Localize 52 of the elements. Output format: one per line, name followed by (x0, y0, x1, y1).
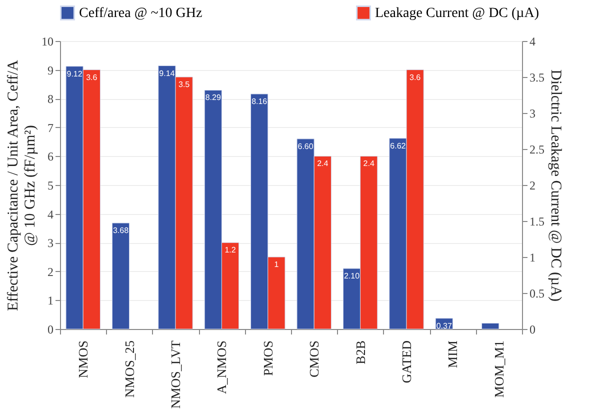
data-label: 1.2 (224, 246, 236, 255)
y2-tick-label: 2 (530, 178, 536, 192)
y2-tick-label: 0 (530, 322, 536, 336)
y-tick-label: 1 (48, 294, 54, 308)
data-label: 3.5 (178, 80, 190, 89)
data-label: 1 (274, 260, 280, 269)
legend-label: Ceff/area @ ~10 GHz (79, 6, 202, 21)
y2-axis-title: Dielctric Leakage Current @ DC (µA) (548, 70, 564, 302)
data-label: 9.12 (66, 69, 83, 78)
y-tick-label: 7 (48, 120, 54, 135)
data-label: 8.29 (205, 93, 222, 102)
x-tick-label: NMOS_25 (122, 340, 137, 398)
y-tick-label: 8 (48, 92, 54, 106)
x-tick-label: GATED (399, 340, 414, 384)
x-tick-label: NMOS (76, 340, 91, 378)
data-label: 3.6 (86, 72, 98, 82)
y2-tick-label: 4 (530, 34, 536, 48)
x-tick-label: MOM_M1 (491, 340, 506, 398)
x-tick-label: NMOS_LVT (168, 340, 183, 409)
y-tick-label: 10 (42, 34, 54, 48)
legend-label: Leakage Current @ DC (µA) (375, 6, 540, 21)
x-tick-label: MIM (445, 340, 460, 368)
data-label: 2.10 (344, 272, 360, 281)
data-label: 0.37 (436, 321, 452, 330)
data-label: 3.6 (409, 72, 422, 82)
y2-tick-label: 1 (530, 250, 536, 264)
y2-tick-label: 3 (530, 106, 536, 120)
data-label: 8.16 (252, 96, 268, 106)
bar (112, 222, 130, 330)
y-tick-label: 5 (48, 178, 54, 192)
x-tick-label: B2B (352, 340, 368, 364)
x-tick-label: A_NMOS (214, 340, 230, 394)
y-tick-label: 9 (48, 63, 54, 78)
y-tick-label: 0 (48, 322, 54, 336)
x-tick-label: PMOS (260, 340, 276, 376)
data-label: 9.14 (159, 68, 176, 78)
y-tick-label: 4 (48, 207, 54, 222)
data-label: 6.62 (390, 141, 406, 150)
y-tick-label: 3 (48, 236, 54, 250)
bar (482, 322, 500, 330)
data-label: 6.60 (298, 142, 314, 151)
y-axis-title: Effective Capacitance / Unit Area, Ceff/A @ 10 GHz (fF/µm²) (6, 60, 38, 312)
y-tick-label: 6 (48, 150, 54, 164)
y-tick-label: 2 (48, 264, 54, 279)
y2-tick-label: 0.5 (530, 286, 544, 300)
y2-tick-label: 1.5 (530, 214, 544, 228)
x-tick-label: CMOS (306, 340, 322, 378)
y2-tick-label: 3.5 (530, 70, 544, 84)
data-label: 2.4 (317, 159, 329, 168)
data-label: 3.68 (112, 226, 130, 236)
y2-tick-label: 2.5 (530, 142, 544, 156)
data-label: 2.4 (363, 159, 375, 168)
